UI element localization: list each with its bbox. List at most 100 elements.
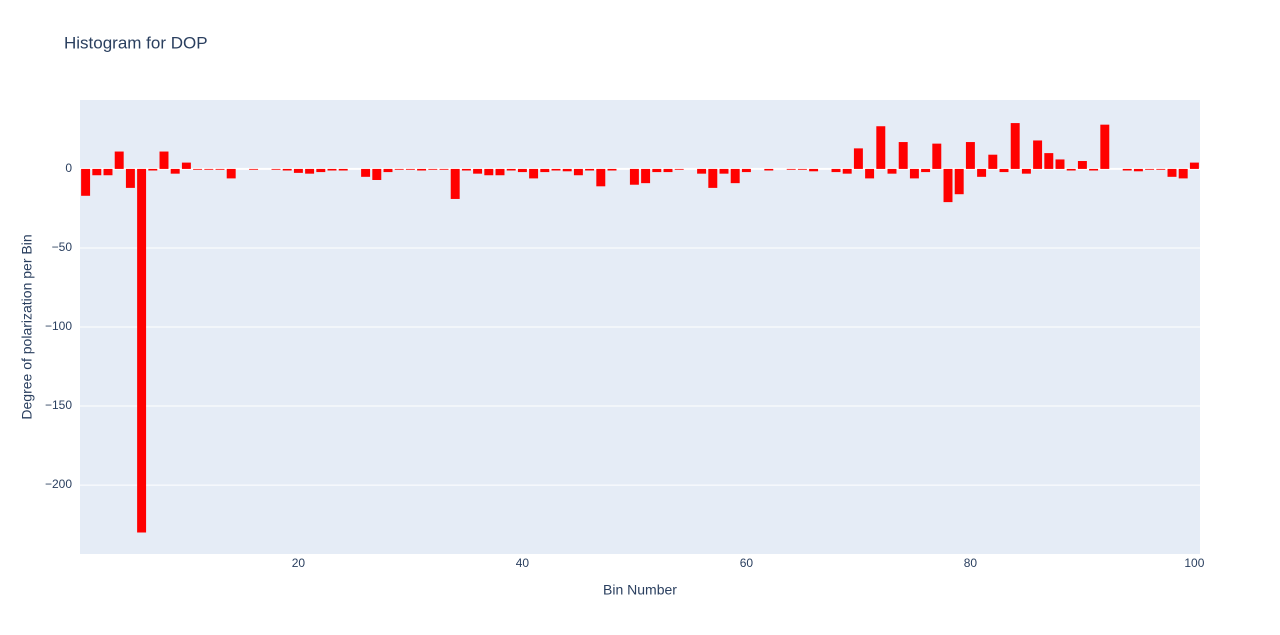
x-tick-label: 100	[1184, 556, 1204, 570]
y-tick-label: −100	[45, 319, 72, 333]
bar	[1033, 140, 1043, 169]
bar	[181, 162, 191, 169]
x-tick-label: 20	[292, 556, 306, 570]
bar	[708, 168, 718, 188]
bar	[932, 143, 942, 169]
bar	[495, 168, 505, 176]
bar	[361, 168, 371, 177]
bar	[450, 168, 460, 199]
x-tick-label: 60	[740, 556, 754, 570]
bar	[148, 168, 158, 171]
bar	[1055, 159, 1065, 169]
bar	[226, 168, 236, 179]
bar	[125, 168, 135, 188]
bar	[909, 168, 919, 179]
bar	[831, 168, 841, 173]
bar	[977, 168, 987, 177]
bar	[428, 168, 438, 170]
bar	[305, 168, 315, 174]
bar	[461, 168, 471, 171]
y-tick-label: −150	[45, 398, 72, 412]
bar	[697, 168, 707, 174]
bar	[1010, 123, 1020, 169]
bar	[1145, 168, 1155, 170]
bar	[663, 168, 673, 173]
bar	[1100, 124, 1110, 169]
bar	[573, 168, 583, 176]
y-tick-label: 0	[65, 161, 72, 175]
bar	[282, 168, 292, 171]
bar	[114, 151, 124, 169]
bar	[338, 168, 348, 171]
bar	[842, 168, 852, 174]
bar	[943, 168, 953, 203]
bar	[81, 168, 91, 196]
bar	[865, 168, 875, 179]
bar	[551, 168, 561, 171]
bar	[674, 168, 684, 170]
bar	[607, 168, 617, 171]
chart-title: Histogram for DOP	[64, 33, 208, 52]
bar	[1178, 168, 1188, 179]
bar	[103, 168, 113, 176]
bar	[137, 168, 147, 533]
bar	[372, 168, 382, 180]
bar	[529, 168, 539, 179]
bar	[473, 168, 483, 174]
bar	[887, 168, 897, 174]
bar	[517, 168, 527, 173]
bar	[585, 168, 595, 171]
y-axis-title: Degree of polarization per Bin	[19, 234, 35, 419]
bar	[1089, 168, 1099, 171]
bar	[1156, 168, 1166, 170]
y-tick-label: −200	[45, 477, 72, 491]
bar	[293, 168, 303, 173]
bar	[159, 151, 169, 169]
bar	[204, 168, 214, 170]
x-axis-title: Bin Number	[603, 582, 677, 598]
bar	[170, 168, 180, 174]
bar	[641, 168, 651, 184]
bar	[988, 154, 998, 169]
bar	[999, 168, 1009, 173]
bar	[1021, 168, 1031, 174]
bar	[809, 168, 819, 172]
bar	[1066, 168, 1076, 171]
bar	[92, 168, 102, 176]
bar	[271, 168, 281, 170]
x-tick-label: 80	[964, 556, 978, 570]
bar	[327, 168, 337, 171]
bar	[954, 168, 964, 195]
bar	[965, 142, 975, 169]
bar	[540, 168, 550, 173]
bar	[394, 168, 404, 170]
bar	[764, 168, 774, 171]
bar	[1077, 161, 1087, 169]
bar	[797, 168, 807, 170]
bar	[629, 168, 639, 185]
bar	[898, 142, 908, 169]
bar	[383, 168, 393, 173]
bar	[596, 168, 606, 187]
bar	[249, 168, 259, 170]
bar	[417, 168, 427, 171]
bar	[730, 168, 740, 184]
bar	[741, 168, 751, 173]
bar	[562, 168, 572, 172]
bar	[215, 168, 225, 170]
bar	[719, 168, 729, 174]
bar	[506, 168, 516, 171]
bar	[405, 168, 415, 170]
bar	[921, 168, 931, 173]
bar	[1122, 168, 1132, 171]
x-tick-label: 40	[516, 556, 530, 570]
bar	[652, 168, 662, 173]
bar	[1044, 153, 1054, 169]
bar	[1189, 162, 1199, 169]
bar	[484, 168, 494, 176]
bar	[853, 148, 863, 169]
bar	[786, 168, 796, 170]
bar	[316, 168, 326, 173]
bar	[1133, 168, 1143, 172]
